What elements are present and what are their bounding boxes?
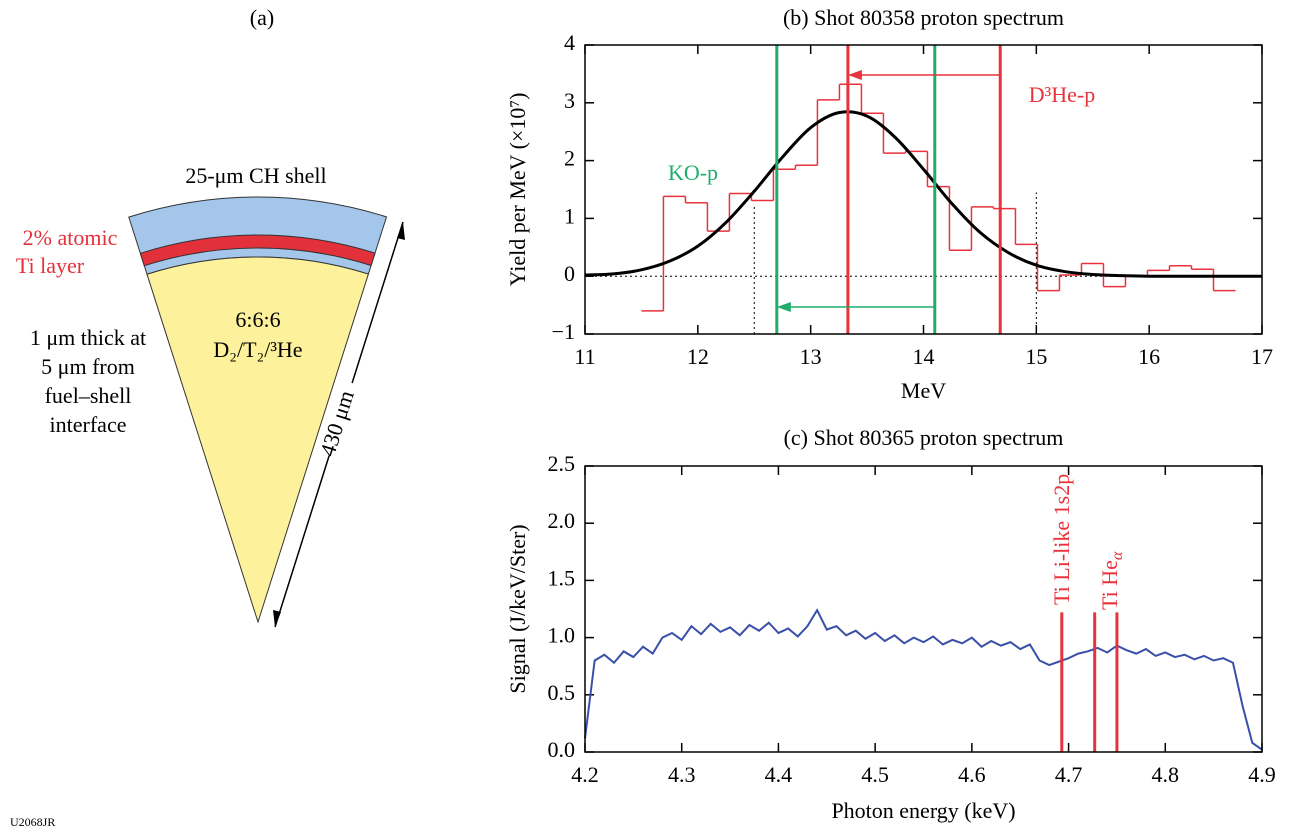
fuel bbox=[146, 256, 369, 624]
layer-note: fuel–shell bbox=[45, 383, 132, 408]
annotation-text: KO-p bbox=[668, 160, 718, 185]
shell-label: 25-μm CH shell bbox=[185, 163, 326, 188]
annotation-text: Ti He bbox=[1097, 560, 1122, 610]
annotation: D³He-p bbox=[1029, 82, 1095, 107]
chart: (b) Shot 80358 proton spectrum MeV Yield p… bbox=[505, 5, 1273, 403]
chart: (c) Shot 80365 proton spectrum Photon ene… bbox=[505, 425, 1276, 823]
y-tick-label: 2.0 bbox=[548, 508, 576, 533]
y-tick-label: 2 bbox=[564, 146, 575, 171]
annotation: KO-p bbox=[668, 160, 718, 185]
x-tick-label: 15 bbox=[1025, 344, 1047, 369]
layer-note: 5 μm from bbox=[41, 354, 135, 379]
y-axis-label: Signal (J/keV/Ster) bbox=[505, 524, 530, 693]
x-tick-label: 4.6 bbox=[958, 762, 986, 787]
x-axis-label: MeV bbox=[901, 378, 946, 403]
x-tick-label: 4.4 bbox=[765, 762, 793, 787]
y-tick-label: 0 bbox=[564, 261, 575, 286]
x-tick-label: 14 bbox=[913, 344, 935, 369]
fuel-label: 6:6:6 bbox=[235, 307, 280, 332]
x-tick-label: 11 bbox=[574, 344, 595, 369]
x-tick-label: 17 bbox=[1251, 344, 1273, 369]
fit-curve bbox=[584, 110, 1262, 278]
x-tick-label: 16 bbox=[1138, 344, 1160, 369]
chart-title: (c) Shot 80365 proton spectrum bbox=[784, 425, 1064, 450]
annotation: Ti Li-like 1s2p bbox=[1049, 474, 1074, 605]
arrowhead bbox=[776, 302, 791, 312]
ti-layer bbox=[139, 234, 376, 267]
plot-frame bbox=[584, 44, 1263, 335]
x-tick-label: 4.7 bbox=[1055, 762, 1083, 787]
layer-note: interface bbox=[50, 412, 127, 437]
x-tick-label: 4.2 bbox=[571, 762, 599, 787]
arrowhead bbox=[847, 70, 862, 80]
y-tick-label: −1 bbox=[552, 319, 575, 344]
diagram: (a) 25-μm CH shell 2% atomic Ti layer 6:… bbox=[16, 5, 405, 628]
y-tick-label: 1 bbox=[564, 203, 575, 228]
y-tick-label: 4 bbox=[564, 30, 575, 55]
y-tick-label: 0.0 bbox=[548, 737, 576, 762]
y-axis-label: Yield per MeV (×10⁷) bbox=[505, 93, 530, 287]
x-tick-label: 4.5 bbox=[861, 762, 889, 787]
y-tick-label: 2.5 bbox=[548, 451, 576, 476]
panel-title: (a) bbox=[250, 5, 274, 30]
x-tick-label: 4.3 bbox=[668, 762, 696, 787]
layer-note: 1 μm thick at bbox=[30, 325, 146, 350]
spectrum-line bbox=[584, 608, 1263, 751]
figure-id: U2068JR bbox=[10, 815, 55, 829]
layer-label: 2% atomic bbox=[23, 225, 118, 250]
x-tick-label: 13 bbox=[800, 344, 822, 369]
y-tick-label: 0.5 bbox=[548, 680, 576, 705]
y-tick-label: 1.0 bbox=[548, 623, 576, 648]
x-tick-label: 4.8 bbox=[1152, 762, 1180, 787]
x-tick-label: 4.9 bbox=[1248, 762, 1276, 787]
x-axis-label: Photon energy (keV) bbox=[831, 798, 1015, 823]
label-background bbox=[315, 378, 366, 460]
annotation-subscript: α bbox=[1109, 551, 1126, 560]
chart-title: (b) Shot 80358 proton spectrum bbox=[783, 5, 1064, 30]
y-tick-label: 3 bbox=[564, 88, 575, 113]
arrowhead bbox=[273, 610, 281, 627]
arrowhead bbox=[397, 222, 405, 240]
annotation: Ti Heα bbox=[1097, 551, 1126, 610]
x-tick-label: 12 bbox=[687, 344, 709, 369]
fuel-label: D₂/T₂/³He bbox=[213, 337, 302, 362]
annotation-text: Ti Li-like 1s2p bbox=[1049, 474, 1074, 605]
annotation-text: D³He-p bbox=[1029, 82, 1095, 107]
plot-frame bbox=[584, 465, 1263, 753]
y-tick-label: 1.5 bbox=[548, 565, 576, 590]
layer-label: Ti layer bbox=[16, 253, 85, 278]
